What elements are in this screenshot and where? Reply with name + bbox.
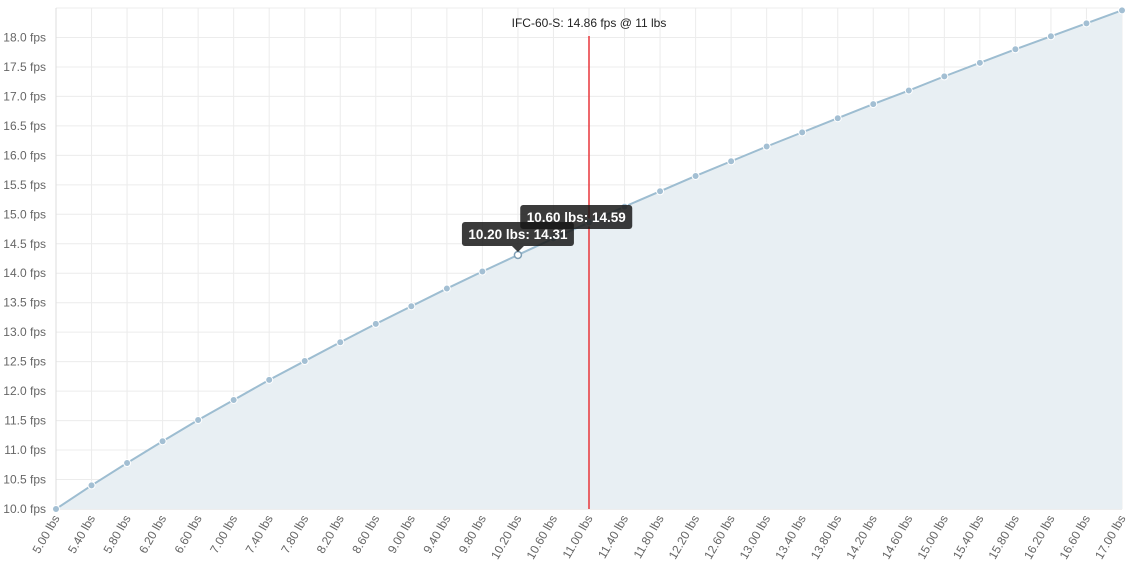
x-tick-label: 8.60 lbs: [349, 513, 382, 556]
data-point: [336, 338, 345, 347]
data-point: [904, 86, 913, 95]
data-point: [513, 250, 523, 260]
data-point: [300, 357, 309, 366]
y-tick-label: 17.5 fps: [3, 60, 46, 74]
x-tick-label: 9.40 lbs: [420, 513, 453, 556]
data-point: [442, 284, 451, 293]
points-layer: [52, 6, 1126, 513]
x-tick-label: 11.00 lbs: [560, 513, 596, 561]
data-point: [798, 128, 807, 137]
data-point: [87, 481, 96, 490]
x-tick-label: 7.40 lbs: [243, 513, 276, 556]
tooltip-text: 10.60 lbs: 14.59: [527, 210, 626, 225]
data-point: [940, 72, 949, 81]
y-tick-label: 10.5 fps: [3, 473, 46, 487]
annotation-layer: IFC-60-S: 14.86 fps @ 11 lbs: [512, 16, 667, 509]
x-tick-label: 6.20 lbs: [136, 513, 169, 556]
x-axis-ticks: 5.00 lbs 5.40 lbs 5.80 lbs 6.20 lbs 6.60 lbs…: [29, 513, 1128, 562]
x-tick-label: 5.80 lbs: [101, 513, 134, 556]
x-tick-label: 11.40 lbs: [595, 513, 631, 561]
y-tick-label: 16.5 fps: [3, 119, 46, 133]
y-tick-label: 11.5 fps: [4, 414, 46, 428]
x-tick-label: 8.20 lbs: [314, 513, 347, 556]
x-tick-label: 7.00 lbs: [207, 513, 240, 556]
data-point: [727, 157, 736, 166]
y-axis-ticks: 10.0 fps 10.5 fps 11.0 fps 11.5 fps 12.0 fps…: [3, 30, 46, 516]
x-tick-label: 6.60 lbs: [172, 513, 205, 556]
y-tick-label: 13.5 fps: [3, 296, 46, 310]
data-point: [52, 505, 60, 513]
annotation-label: IFC-60-S: 14.86 fps @ 11 lbs: [512, 16, 667, 30]
data-point: [478, 267, 487, 276]
y-tick-label: 17.0 fps: [3, 89, 46, 103]
data-point: [656, 187, 665, 196]
x-tick-label: 12.60 lbs: [701, 513, 737, 562]
y-tick-label: 12.5 fps: [3, 355, 46, 369]
y-tick-label: 12.0 fps: [3, 384, 46, 398]
y-tick-label: 15.5 fps: [3, 178, 46, 192]
y-tick-label: 11.0 fps: [4, 443, 46, 457]
data-point: [158, 437, 167, 446]
y-tick-label: 13.0 fps: [3, 325, 46, 339]
x-tick-label: 15.00 lbs: [914, 513, 950, 562]
x-tick-label: 13.80 lbs: [808, 513, 844, 562]
y-tick-label: 14.0 fps: [3, 266, 46, 280]
x-tick-label: 16.60 lbs: [1057, 513, 1093, 562]
x-tick-label: 11.80 lbs: [631, 513, 667, 561]
x-tick-label: 15.40 lbs: [950, 513, 986, 562]
tooltip-box: [520, 205, 633, 229]
data-point: [265, 375, 274, 384]
x-tick-label: 5.40 lbs: [65, 513, 98, 556]
tooltip-arrow: [511, 246, 524, 252]
data-point: [123, 459, 132, 468]
y-tick-label: 15.0 fps: [3, 207, 46, 221]
y-tick-label: 14.5 fps: [3, 237, 46, 251]
y-tick-label: 16.0 fps: [3, 148, 46, 162]
data-point: [229, 395, 238, 404]
x-tick-label: 13.00 lbs: [737, 513, 773, 562]
data-point: [691, 171, 700, 180]
data-point: [194, 415, 203, 424]
x-tick-label: 12.20 lbs: [666, 513, 702, 562]
data-point: [833, 114, 842, 123]
tooltip-layer: 10.20 lbs: 14.31 10.60 lbs: 14.59: [461, 205, 633, 252]
y-tick-label: 18.0 fps: [3, 30, 46, 44]
data-point: [762, 142, 771, 151]
x-tick-label: 10.20 lbs: [488, 513, 524, 562]
data-point: [1118, 6, 1126, 15]
data-point: [975, 58, 984, 67]
tooltip-text: 10.20 lbs: 14.31: [468, 227, 568, 242]
x-tick-label: 9.80 lbs: [456, 513, 489, 556]
x-tick-label: 17.00 lbs: [1092, 513, 1128, 562]
x-tick-label: 14.20 lbs: [843, 513, 879, 562]
x-tick-label: 15.80 lbs: [986, 513, 1022, 562]
data-point: [1046, 32, 1055, 41]
x-tick-label: 7.80 lbs: [278, 513, 311, 556]
tooltip: 10.60 lbs: 14.59: [520, 205, 633, 229]
x-tick-label: 13.40 lbs: [772, 513, 808, 562]
data-point: [1082, 19, 1091, 28]
data-point: [1011, 45, 1020, 54]
data-point: [407, 302, 416, 311]
x-tick-label: 14.60 lbs: [879, 513, 915, 562]
x-tick-label: 16.20 lbs: [1021, 513, 1057, 562]
x-tick-label: 9.00 lbs: [385, 513, 418, 556]
y-tick-label: 10.0 fps: [3, 502, 46, 516]
x-tick-label: 5.00 lbs: [29, 513, 62, 556]
data-point: [869, 100, 878, 109]
data-point: [371, 319, 380, 328]
x-tick-label: 10.60 lbs: [524, 513, 560, 562]
